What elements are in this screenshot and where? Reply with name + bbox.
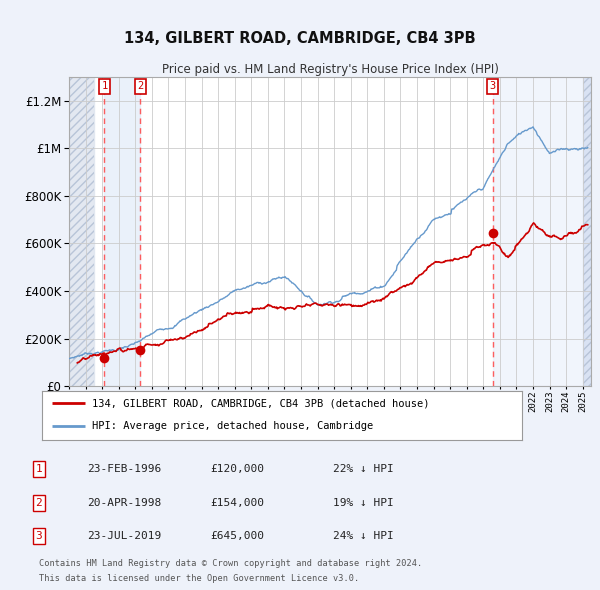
Text: 3: 3 bbox=[35, 532, 43, 541]
Text: 2: 2 bbox=[137, 81, 143, 91]
Text: 19% ↓ HPI: 19% ↓ HPI bbox=[333, 498, 394, 507]
Bar bbox=[583, 77, 591, 386]
Text: £154,000: £154,000 bbox=[210, 498, 264, 507]
Text: Contains HM Land Registry data © Crown copyright and database right 2024.: Contains HM Land Registry data © Crown c… bbox=[39, 559, 422, 568]
Text: 134, GILBERT ROAD, CAMBRIDGE, CB4 3PB (detached house): 134, GILBERT ROAD, CAMBRIDGE, CB4 3PB (d… bbox=[92, 398, 430, 408]
Text: £120,000: £120,000 bbox=[210, 464, 264, 474]
Text: £645,000: £645,000 bbox=[210, 532, 264, 541]
Text: HPI: Average price, detached house, Cambridge: HPI: Average price, detached house, Camb… bbox=[92, 421, 374, 431]
Text: 1: 1 bbox=[101, 81, 107, 91]
Text: 2: 2 bbox=[35, 498, 43, 507]
Text: 23-JUL-2019: 23-JUL-2019 bbox=[87, 532, 161, 541]
Title: Price paid vs. HM Land Registry's House Price Index (HPI): Price paid vs. HM Land Registry's House … bbox=[161, 63, 499, 76]
Text: 20-APR-1998: 20-APR-1998 bbox=[87, 498, 161, 507]
Bar bbox=[69, 77, 94, 386]
Text: 24% ↓ HPI: 24% ↓ HPI bbox=[333, 532, 394, 541]
Bar bbox=[583, 77, 591, 386]
Bar bbox=[104, 77, 140, 386]
Text: 3: 3 bbox=[490, 81, 496, 91]
Text: 1: 1 bbox=[35, 464, 43, 474]
Text: This data is licensed under the Open Government Licence v3.0.: This data is licensed under the Open Gov… bbox=[39, 574, 359, 583]
Text: 22% ↓ HPI: 22% ↓ HPI bbox=[333, 464, 394, 474]
Text: 23-FEB-1996: 23-FEB-1996 bbox=[87, 464, 161, 474]
Bar bbox=[69, 77, 94, 386]
Bar bbox=[493, 77, 591, 386]
Text: 134, GILBERT ROAD, CAMBRIDGE, CB4 3PB: 134, GILBERT ROAD, CAMBRIDGE, CB4 3PB bbox=[124, 31, 476, 46]
